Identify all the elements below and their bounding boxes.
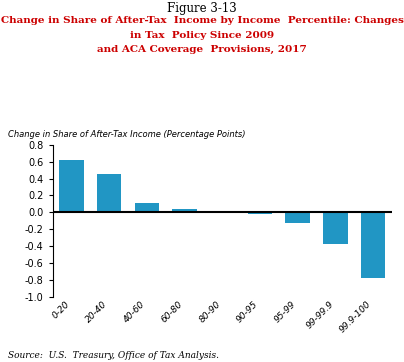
Bar bbox=[135, 203, 159, 212]
Bar bbox=[97, 173, 121, 212]
Text: Change in Share of After-Tax  Income by Income  Percentile: Changes: Change in Share of After-Tax Income by I… bbox=[0, 16, 404, 25]
Text: Figure 3-13: Figure 3-13 bbox=[167, 2, 237, 15]
Bar bbox=[210, 211, 234, 212]
Text: Source:  U.S.  Treasury, Office of Tax Analysis.: Source: U.S. Treasury, Office of Tax Ana… bbox=[8, 351, 219, 360]
Bar bbox=[248, 212, 272, 214]
Text: in Tax  Policy Since 2009: in Tax Policy Since 2009 bbox=[130, 31, 274, 40]
Bar bbox=[361, 212, 385, 278]
Text: and ACA Coverage  Provisions, 2017: and ACA Coverage Provisions, 2017 bbox=[97, 45, 307, 54]
Bar bbox=[285, 212, 310, 223]
Text: Change in Share of After-Tax Income (Percentage Points): Change in Share of After-Tax Income (Per… bbox=[8, 130, 246, 139]
Bar bbox=[323, 212, 347, 244]
Bar bbox=[59, 160, 84, 212]
Bar bbox=[172, 209, 197, 212]
